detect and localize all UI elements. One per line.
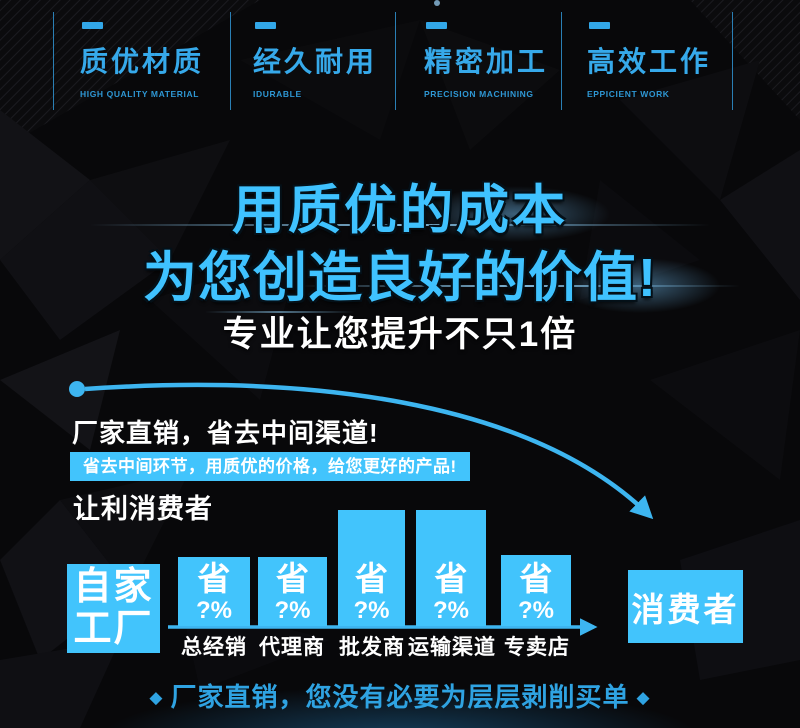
direct-highlight-bar: 省去中间环节，用质优的价格，给您更好的产品! [70,452,470,481]
chart-title: 让利消费者 [73,494,213,524]
feature-subtitle: PRECISION MACHINING [424,89,534,99]
feature-badge-material: 质优材质 HIGH QUALITY MATERIAL [80,22,204,99]
hero-title-line1: 用质优的成本 [232,181,568,240]
dash-icon [589,22,610,29]
badge-divider [395,12,396,110]
feature-badge-durable: 经久耐用 IDURABLE [253,22,377,99]
bar-save-label: 省 [276,560,309,598]
bar-percent: ?% [433,597,469,624]
hero-title-line2: 为您创造良好的价值! [143,248,657,308]
dash-icon [255,22,276,29]
consumer-box: 消费者 [628,570,743,643]
feature-badge-precision: 精密加工 PRECISION MACHINING [424,22,548,99]
dash-icon [426,22,447,29]
bar-category-label: 运输渠道 [408,636,496,659]
bar-wholesaler: 省 ?% [338,510,405,626]
footer-slogan-text: 厂家直销，您没有必要为层层剥削买单 [170,682,630,712]
feature-badge-efficient: 高效工作 EPPICIENT WORK [587,22,711,99]
badge-divider [732,12,733,110]
diamond-icon: ◆ [149,688,164,707]
bar-save-label: 省 [519,560,553,598]
bar-category-label: 专卖店 [504,636,570,659]
hero-subtitle: 专业让您提升不只1倍 [222,315,578,354]
bar-retail: 省 ?% [501,555,571,626]
feature-title: 质优材质 [80,46,205,77]
bar-agent: 省 ?% [258,557,327,626]
bar-category-label: 代理商 [259,636,325,659]
badge-divider [53,12,54,110]
feature-title: 精密加工 [424,46,549,77]
footer-slogan: ◆ 厂家直销，您没有必要为层层剥削买单 ◆ [0,677,800,714]
feature-title: 经久耐用 [253,46,378,77]
direct-heading: 厂家直销，省去中间渠道! [72,418,379,448]
feature-title: 高效工作 [587,46,712,77]
bar-save-label: 省 [197,560,231,598]
bar-distributor: 省 ?% [178,557,250,626]
feature-subtitle: HIGH QUALITY MATERIAL [80,89,200,99]
bar-save-label: 省 [434,560,468,598]
bar-percent: ?% [518,597,554,624]
bar-percent: ?% [353,597,390,624]
bar-transport: 省 ?% [416,510,486,626]
bar-category-label: 批发商 [339,636,405,659]
feature-subtitle: EPPICIENT WORK [587,89,670,99]
dash-icon [82,22,103,29]
badge-divider [561,12,562,110]
bar-save-label: 省 [355,560,388,598]
feature-subtitle: IDURABLE [253,89,302,99]
bar-percent: ?% [274,597,311,624]
bar-category-label: 总经销 [181,636,247,659]
curve-start-dot [69,381,85,397]
diamond-icon: ◆ [636,688,651,707]
bar-percent: ?% [196,597,232,624]
factory-box: 自家工厂 [67,564,160,653]
badge-divider [230,12,231,110]
